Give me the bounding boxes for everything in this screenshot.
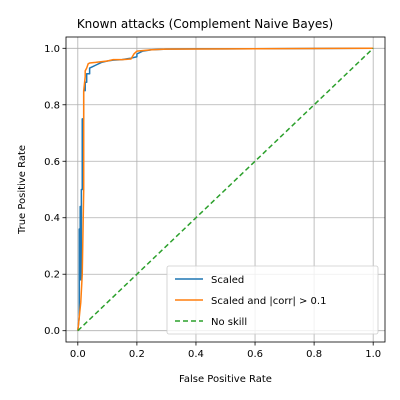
- x-tick-label: 0.8: [306, 349, 322, 360]
- y-tick-label: 0.8: [44, 100, 60, 111]
- legend-label-no-skill: No skill: [211, 317, 247, 328]
- x-tick-label: 0.4: [188, 349, 204, 360]
- y-tick-label: 0.0: [44, 326, 60, 337]
- y-tick-label: 0.6: [44, 157, 60, 168]
- grid-lines: [66, 37, 385, 342]
- series-lines: [77, 47, 374, 332]
- plot-frame: [65, 36, 386, 343]
- x-axis-ticks: 0.0 0.2 0.4 0.6 0.8 1.0: [70, 342, 381, 360]
- y-tick-label: 1.0: [44, 44, 60, 55]
- y-tick-label: 0.2: [44, 270, 60, 281]
- chart-title: Known attacks (Complement Naive Bayes): [77, 17, 333, 31]
- y-axis-ticks: 0.0 0.2 0.4 0.6 0.8 1.0: [44, 44, 66, 337]
- x-axis-label: False Positive Rate: [179, 374, 272, 385]
- series-line-scaled-corr: [77, 47, 374, 331]
- legend: Scaled Scaled and |corr| > 0.1 No skill: [166, 265, 379, 335]
- x-tick-label: 0.0: [70, 349, 86, 360]
- y-tick-label: 0.4: [44, 213, 60, 224]
- legend-label-scaled: Scaled: [211, 275, 244, 286]
- series-line-no-skill: [77, 47, 374, 332]
- series-line-scaled: [77, 47, 374, 331]
- x-tick-label: 0.6: [247, 349, 263, 360]
- legend-label-scaled-corr: Scaled and |corr| > 0.1: [211, 296, 326, 307]
- x-tick-label: 1.0: [365, 349, 381, 360]
- x-tick-label: 0.2: [129, 349, 145, 360]
- y-axis-label: True Positive Rate: [17, 145, 28, 235]
- legend-box: [166, 265, 379, 335]
